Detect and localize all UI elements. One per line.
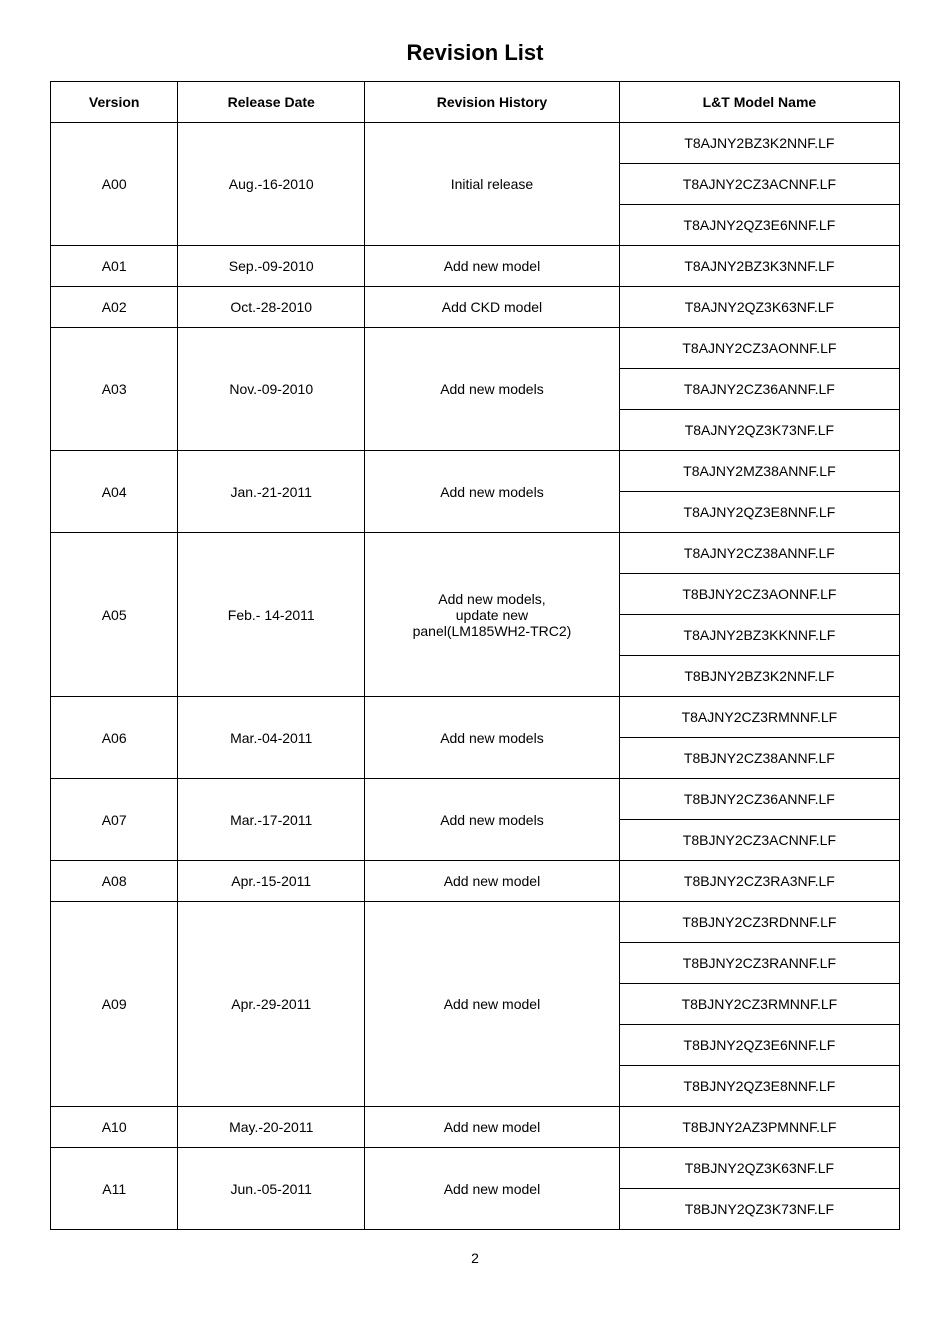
cell-date: Aug.-16-2010 bbox=[178, 123, 365, 246]
cell-model: T8AJNY2CZ38ANNF.LF bbox=[619, 533, 899, 574]
cell-history: Add new models, update new panel(LM185WH… bbox=[365, 533, 620, 697]
cell-history: Add new model bbox=[365, 246, 620, 287]
table-row: A01Sep.-09-2010Add new modelT8AJNY2BZ3K3… bbox=[51, 246, 900, 287]
cell-model: T8AJNY2BZ3K2NNF.LF bbox=[619, 123, 899, 164]
col-version: Version bbox=[51, 82, 178, 123]
cell-history: Add new models bbox=[365, 697, 620, 779]
cell-model: T8BJNY2CZ36ANNF.LF bbox=[619, 779, 899, 820]
cell-date: Feb.- 14-2011 bbox=[178, 533, 365, 697]
cell-history: Add new models bbox=[365, 328, 620, 451]
cell-date: Nov.-09-2010 bbox=[178, 328, 365, 451]
cell-date: Apr.-29-2011 bbox=[178, 902, 365, 1107]
cell-model: T8BJNY2CZ3RA3NF.LF bbox=[619, 861, 899, 902]
cell-model: T8AJNY2CZ3ACNNF.LF bbox=[619, 164, 899, 205]
cell-history: Initial release bbox=[365, 123, 620, 246]
cell-model: T8AJNY2QZ3K63NF.LF bbox=[619, 287, 899, 328]
cell-model: T8BJNY2CZ38ANNF.LF bbox=[619, 738, 899, 779]
cell-model: T8AJNY2CZ3AONNF.LF bbox=[619, 328, 899, 369]
col-release-date: Release Date bbox=[178, 82, 365, 123]
cell-model: T8AJNY2QZ3K73NF.LF bbox=[619, 410, 899, 451]
cell-model: T8BJNY2QZ3E6NNF.LF bbox=[619, 1025, 899, 1066]
cell-version: A08 bbox=[51, 861, 178, 902]
cell-history: Add new model bbox=[365, 1148, 620, 1230]
cell-model: T8BJNY2QZ3E8NNF.LF bbox=[619, 1066, 899, 1107]
cell-version: A00 bbox=[51, 123, 178, 246]
cell-date: May.-20-2011 bbox=[178, 1107, 365, 1148]
cell-model: T8BJNY2QZ3K73NF.LF bbox=[619, 1189, 899, 1230]
cell-version: A07 bbox=[51, 779, 178, 861]
page-number: 2 bbox=[50, 1250, 900, 1266]
table-row: A08Apr.-15-2011Add new modelT8BJNY2CZ3RA… bbox=[51, 861, 900, 902]
cell-version: A05 bbox=[51, 533, 178, 697]
table-row: A04Jan.-21-2011Add new modelsT8AJNY2MZ38… bbox=[51, 451, 900, 492]
table-header-row: Version Release Date Revision History L&… bbox=[51, 82, 900, 123]
cell-date: Mar.-04-2011 bbox=[178, 697, 365, 779]
col-model-name: L&T Model Name bbox=[619, 82, 899, 123]
cell-version: A09 bbox=[51, 902, 178, 1107]
cell-model: T8AJNY2BZ3KKNNF.LF bbox=[619, 615, 899, 656]
cell-version: A01 bbox=[51, 246, 178, 287]
cell-history: Add new model bbox=[365, 1107, 620, 1148]
cell-model: T8AJNY2CZ3RMNNF.LF bbox=[619, 697, 899, 738]
cell-date: Sep.-09-2010 bbox=[178, 246, 365, 287]
cell-version: A03 bbox=[51, 328, 178, 451]
revision-table: Version Release Date Revision History L&… bbox=[50, 81, 900, 1230]
cell-history: Add new models bbox=[365, 451, 620, 533]
cell-model: T8BJNY2BZ3K2NNF.LF bbox=[619, 656, 899, 697]
table-row: A00Aug.-16-2010Initial releaseT8AJNY2BZ3… bbox=[51, 123, 900, 164]
cell-model: T8BJNY2AZ3PMNNF.LF bbox=[619, 1107, 899, 1148]
cell-model: T8BJNY2CZ3AONNF.LF bbox=[619, 574, 899, 615]
cell-model: T8BJNY2CZ3RMNNF.LF bbox=[619, 984, 899, 1025]
cell-version: A04 bbox=[51, 451, 178, 533]
cell-version: A11 bbox=[51, 1148, 178, 1230]
cell-date: Mar.-17-2011 bbox=[178, 779, 365, 861]
cell-model: T8AJNY2QZ3E6NNF.LF bbox=[619, 205, 899, 246]
cell-date: Apr.-15-2011 bbox=[178, 861, 365, 902]
table-row: A03Nov.-09-2010Add new modelsT8AJNY2CZ3A… bbox=[51, 328, 900, 369]
cell-history: Add new model bbox=[365, 902, 620, 1107]
table-row: A06Mar.-04-2011Add new modelsT8AJNY2CZ3R… bbox=[51, 697, 900, 738]
cell-date: Jun.-05-2011 bbox=[178, 1148, 365, 1230]
cell-model: T8AJNY2MZ38ANNF.LF bbox=[619, 451, 899, 492]
cell-date: Oct.-28-2010 bbox=[178, 287, 365, 328]
cell-model: T8BJNY2CZ3ACNNF.LF bbox=[619, 820, 899, 861]
cell-model: T8BJNY2CZ3RANNF.LF bbox=[619, 943, 899, 984]
table-row: A11Jun.-05-2011Add new modelT8BJNY2QZ3K6… bbox=[51, 1148, 900, 1189]
page-title: Revision List bbox=[50, 40, 900, 66]
cell-model: T8AJNY2QZ3E8NNF.LF bbox=[619, 492, 899, 533]
cell-model: T8BJNY2QZ3K63NF.LF bbox=[619, 1148, 899, 1189]
cell-version: A06 bbox=[51, 697, 178, 779]
cell-model: T8AJNY2BZ3K3NNF.LF bbox=[619, 246, 899, 287]
cell-model: T8BJNY2CZ3RDNNF.LF bbox=[619, 902, 899, 943]
cell-version: A02 bbox=[51, 287, 178, 328]
table-row: A02Oct.-28-2010Add CKD modelT8AJNY2QZ3K6… bbox=[51, 287, 900, 328]
col-revision-history: Revision History bbox=[365, 82, 620, 123]
cell-date: Jan.-21-2011 bbox=[178, 451, 365, 533]
cell-history: Add new model bbox=[365, 861, 620, 902]
cell-history: Add CKD model bbox=[365, 287, 620, 328]
cell-model: T8AJNY2CZ36ANNF.LF bbox=[619, 369, 899, 410]
cell-version: A10 bbox=[51, 1107, 178, 1148]
table-row: A10May.-20-2011Add new modelT8BJNY2AZ3PM… bbox=[51, 1107, 900, 1148]
cell-history: Add new models bbox=[365, 779, 620, 861]
table-row: A05Feb.- 14-2011Add new models, update n… bbox=[51, 533, 900, 574]
table-row: A07Mar.-17-2011Add new modelsT8BJNY2CZ36… bbox=[51, 779, 900, 820]
table-row: A09Apr.-29-2011Add new modelT8BJNY2CZ3RD… bbox=[51, 902, 900, 943]
